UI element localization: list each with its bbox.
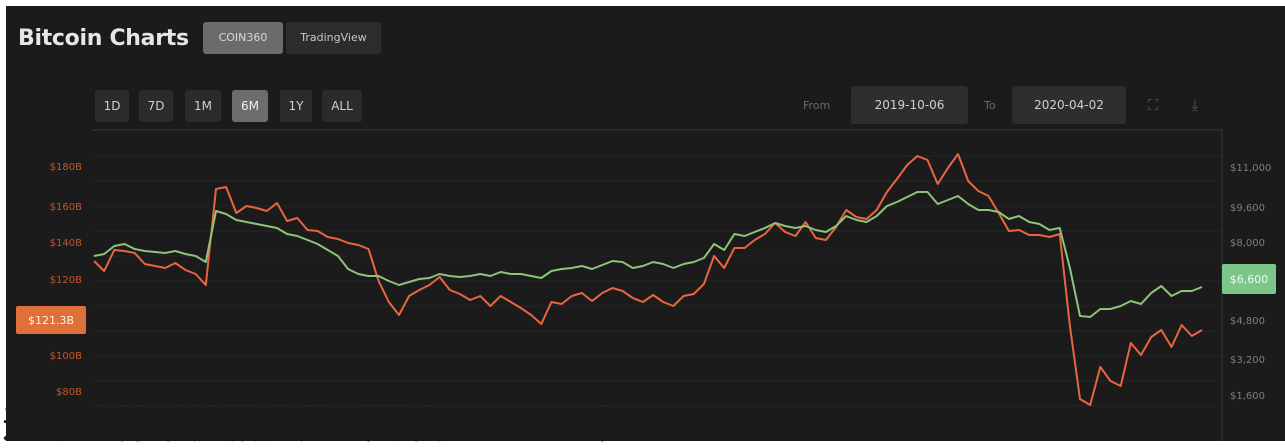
left-axis: $180B $160B $140B $120B $100B $80B — [50, 162, 82, 398]
right-current-label: $6,600 — [1230, 273, 1269, 286]
right-axis-tick: $3,200 — [1230, 355, 1265, 366]
right-axis-tick: $9,600 — [1230, 203, 1265, 214]
right-current-badge — [1222, 264, 1276, 294]
image-caption: 近期比特币价格走势（截自Coin360） — [2, 404, 636, 447]
left-axis-tick: $120B — [50, 275, 82, 286]
chart-grid — [92, 129, 1223, 441]
range-all-button[interactable]: ALL — [322, 90, 362, 122]
left-axis-tick: $180B — [50, 162, 82, 173]
left-axis-tick: $80B — [56, 387, 82, 398]
price-chart: $180B $160B $140B $120B $100B $80B $11,000 $9,… — [16, 129, 1276, 441]
left-axis-tick: $140B — [50, 238, 82, 249]
source-tradingview-button[interactable]: TradingView — [286, 22, 381, 54]
expand-icon[interactable]: ⛶ — [1147, 96, 1159, 114]
range-1y-button[interactable]: 1Y — [280, 90, 312, 122]
from-label: From — [803, 99, 831, 112]
page-title: Bitcoin Charts — [18, 26, 189, 51]
left-current-label: $121.3B — [28, 314, 74, 327]
download-icon[interactable]: ⤓ — [1191, 96, 1199, 114]
source-coin360-button[interactable]: COIN360 — [203, 22, 283, 54]
range-6m-button[interactable]: 6M — [232, 90, 268, 122]
to-label: To — [984, 99, 996, 112]
range-7d-button[interactable]: 7D — [139, 90, 173, 122]
left-current-badge — [16, 306, 86, 334]
right-axis-tick: $11,000 — [1230, 163, 1271, 174]
range-1d-button[interactable]: 1D — [95, 90, 129, 122]
right-axis-tick: $8,000 — [1230, 238, 1265, 249]
left-axis-tick: $160B — [50, 202, 82, 213]
current-value-badges: $121.3B $6,600 — [16, 264, 1276, 334]
range-1m-button[interactable]: 1M — [185, 90, 221, 122]
right-axis-tick: $1,600 — [1230, 391, 1265, 402]
from-date-input[interactable]: 2019-10-06 — [851, 86, 968, 124]
series-layer — [93, 153, 1203, 406]
chart-panel: Bitcoin Charts COIN360 TradingView 1D 7D… — [6, 6, 1285, 441]
series-line-0 — [93, 153, 1203, 406]
right-axis-tick: $4,800 — [1230, 316, 1265, 327]
left-axis-tick: $100B — [50, 351, 82, 362]
to-date-input[interactable]: 2020-04-02 — [1012, 86, 1126, 124]
series-line-1 — [93, 191, 1203, 318]
